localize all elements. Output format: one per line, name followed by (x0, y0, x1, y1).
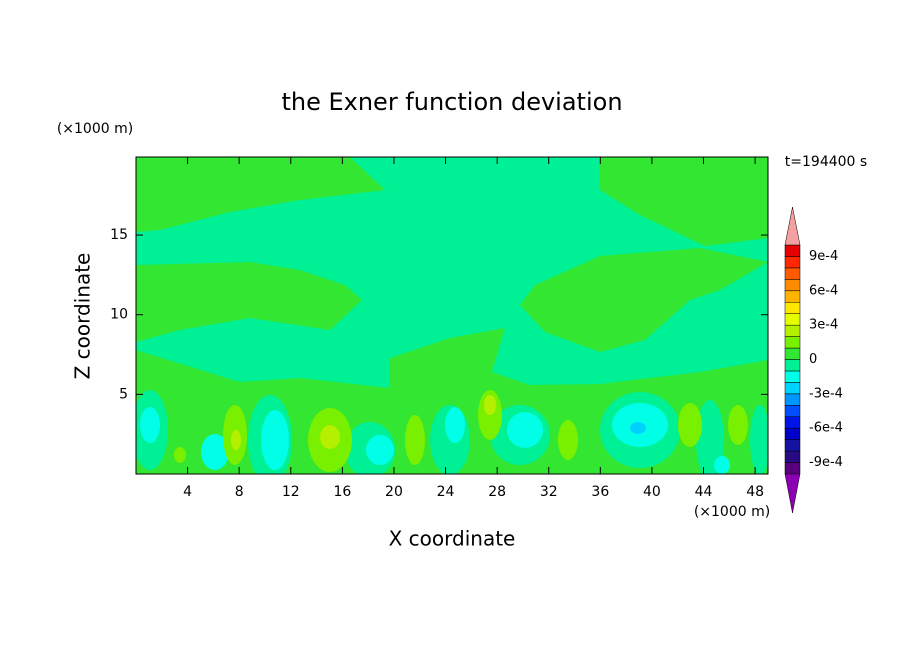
x-tick-label: 48 (746, 484, 764, 500)
colorbar-box (784, 279, 801, 292)
time-annotation: t=194400 s (785, 154, 867, 170)
y-unit: (×1000 m) (57, 121, 133, 137)
contour-field (136, 157, 768, 474)
x-tick-label: 16 (333, 484, 351, 500)
colorbar-box (784, 359, 801, 372)
contour-region (174, 447, 186, 463)
x-tick-label: 12 (282, 484, 300, 500)
contour-region (320, 425, 340, 449)
colorbar-box (784, 267, 801, 280)
colorbar-tick-label: 3e-4 (809, 318, 838, 333)
contour-region (231, 430, 241, 450)
contour-region (696, 400, 724, 474)
colorbar-box (784, 405, 801, 417)
colorbar-box (784, 370, 801, 383)
chart-title: the Exner function deviation (281, 88, 622, 116)
colorbar-box (784, 336, 801, 349)
contour-region (366, 435, 394, 465)
colorbar-extend-high (784, 206, 801, 246)
y-tick-label: 5 (119, 386, 128, 402)
contour-region (136, 157, 385, 232)
colorbar-box (784, 324, 801, 337)
colorbar-box (784, 256, 801, 269)
colorbar-tick-label: -3e-4 (809, 386, 843, 401)
x-tick-label: 28 (488, 484, 506, 500)
x-tick-label: 40 (643, 484, 661, 500)
colorbar-box (784, 382, 801, 395)
colorbar-tick-label: 6e-4 (809, 283, 838, 298)
colorbar-box (784, 313, 801, 326)
y-axis-label: Z coordinate (71, 253, 95, 380)
y-tick-label: 10 (110, 307, 128, 323)
contour-region (445, 407, 465, 443)
contour-region (405, 415, 425, 465)
y-tick-label: 15 (110, 227, 128, 243)
contour-region (136, 262, 362, 342)
x-tick-label: 8 (235, 484, 244, 500)
colorbar-box (784, 450, 801, 463)
contour-region (201, 434, 229, 470)
contour-region (750, 405, 768, 474)
x-tick-label: 4 (183, 484, 192, 500)
colorbar-box (784, 416, 801, 429)
colorbar-box (784, 393, 801, 406)
contour-region (714, 456, 730, 474)
colorbar-box (784, 347, 801, 360)
colorbar-box (784, 462, 801, 475)
contour-region (600, 157, 768, 246)
colorbar-tick-label: 0 (809, 352, 817, 367)
colorbar-box (784, 290, 801, 303)
colorbar-box (784, 427, 801, 440)
contour-region (140, 407, 160, 443)
colorbar-tick-label: -9e-4 (809, 455, 843, 470)
x-unit: (×1000 m) (694, 504, 770, 520)
x-tick-label: 32 (540, 484, 558, 500)
plot-frame (135, 156, 769, 475)
colorbar-box (784, 244, 801, 257)
contour-region (520, 248, 768, 352)
contour-region (678, 403, 702, 447)
x-tick-label: 24 (437, 484, 455, 500)
contour-region (484, 395, 496, 415)
contour-region (728, 405, 748, 445)
contour-region (261, 410, 289, 470)
colorbar-box (784, 302, 801, 314)
contour-region (630, 422, 646, 434)
colorbar-box (784, 439, 801, 452)
x-axis-label: X coordinate (389, 527, 516, 551)
x-tick-label: 20 (385, 484, 403, 500)
x-tick-label: 36 (591, 484, 609, 500)
colorbar-extend-low (784, 473, 801, 514)
colorbar-tick-label: 9e-4 (809, 249, 838, 264)
contour-region (558, 420, 578, 460)
colorbar-tick-label: -6e-4 (809, 421, 843, 436)
contour-region (507, 412, 543, 448)
x-tick-label: 44 (695, 484, 713, 500)
